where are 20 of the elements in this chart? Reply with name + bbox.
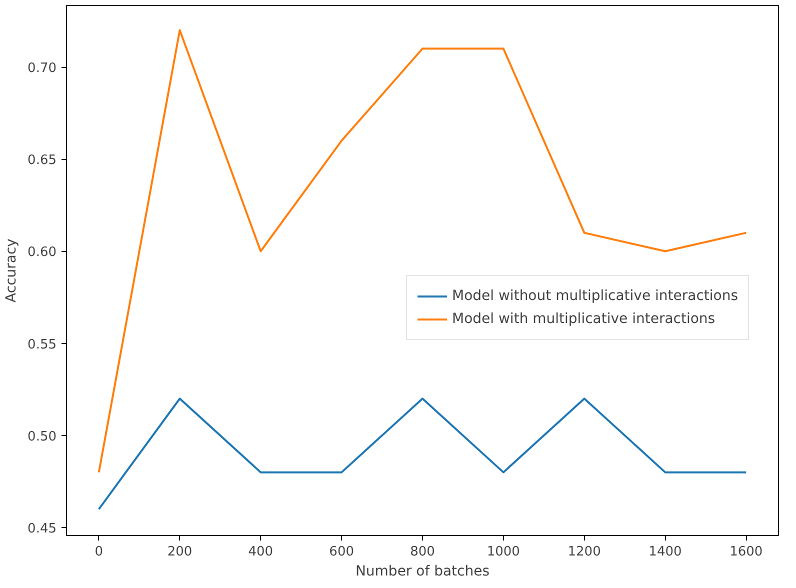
y-axis-title: Accuracy <box>4 238 20 302</box>
x-tick-label: 1200 <box>568 544 601 560</box>
x-tick-label: 1600 <box>730 544 763 560</box>
y-tick-label: 0.65 <box>28 153 57 168</box>
y-tick-label: 0.50 <box>28 429 57 444</box>
legend-label: Model without multiplicative interactions <box>452 288 738 304</box>
x-tick-label: 200 <box>167 544 192 560</box>
legend-label: Model with multiplicative interactions <box>452 311 716 327</box>
y-tick-label: 0.60 <box>28 245 57 260</box>
x-tick-label: 600 <box>329 544 354 560</box>
x-tick-label: 1400 <box>648 544 682 560</box>
y-tick-label: 0.55 <box>28 337 57 352</box>
x-tick-label: 400 <box>248 544 274 560</box>
x-tick-label: 1000 <box>486 544 520 560</box>
x-tick-label: 0 <box>94 544 104 560</box>
x-tick-label: 800 <box>410 544 435 560</box>
line-series <box>98 29 748 474</box>
y-tick-label: 0.70 <box>28 61 57 76</box>
y-tick-label: 0.45 <box>28 522 57 537</box>
x-axis-title: Number of batches <box>355 564 490 580</box>
